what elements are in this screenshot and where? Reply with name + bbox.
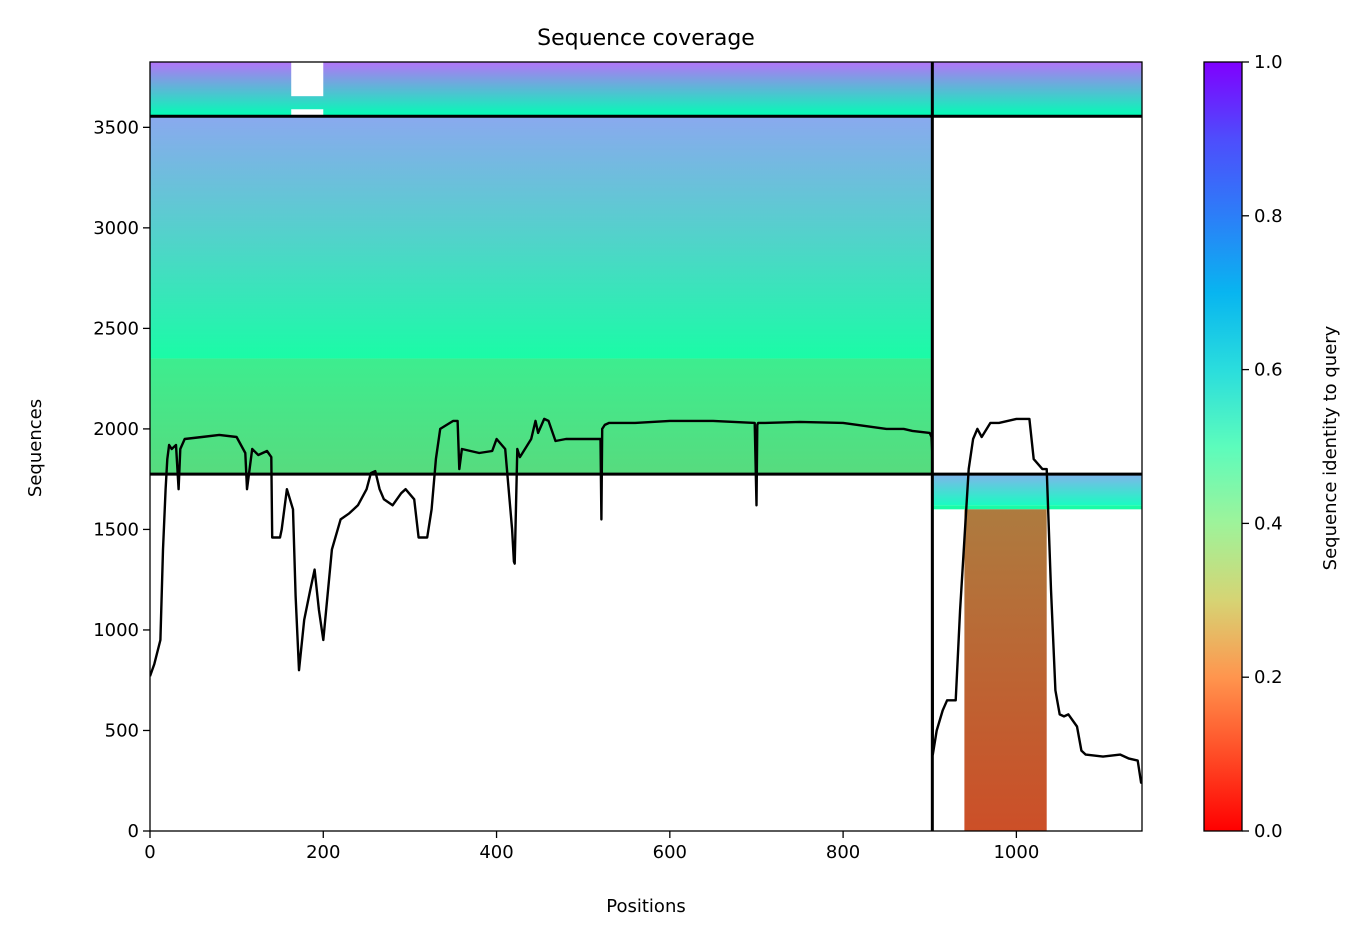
colorbar (1203, 61, 1243, 832)
x-axis-label: Positions (606, 896, 685, 917)
x-tick-label: 0 (144, 842, 155, 863)
heatmap-block (150, 358, 933, 475)
y-tick-label: 1000 (93, 620, 139, 641)
colorbar-label: Sequence identity to query (1320, 325, 1341, 570)
plot-frame (149, 61, 1143, 832)
y-tick-label: 2500 (93, 318, 139, 339)
y-tick-label: 2000 (93, 419, 139, 440)
heatmap-block (932, 62, 1142, 117)
y-axis-ticks: 0 500 1000 1500 2000 2500 3000 3500 (93, 117, 150, 842)
heatmap-block (964, 509, 1047, 831)
y-tick-label: 3000 (93, 218, 139, 239)
coverage-heatmap (150, 62, 1142, 831)
colorbar-tick-label: 0.4 (1254, 513, 1283, 534)
chart-title: Sequence coverage (537, 26, 755, 51)
y-tick-label: 0 (128, 821, 139, 842)
coverage-gap (291, 109, 324, 117)
heatmap-block (932, 474, 1142, 506)
x-tick-label: 1000 (993, 842, 1039, 863)
coverage-line (150, 417, 1142, 784)
colorbar-tick-label: 0.2 (1254, 667, 1283, 688)
y-tick-label: 500 (105, 720, 139, 741)
colorbar-ticks: 0.0 0.2 0.4 0.6 0.8 1.0 (1242, 52, 1283, 842)
heatmap-block (150, 62, 933, 117)
y-tick-label: 3500 (93, 117, 139, 138)
colorbar-tick-label: 1.0 (1254, 52, 1283, 73)
heatmap-block (150, 116, 933, 359)
x-tick-label: 400 (479, 842, 513, 863)
coverage-gap (291, 62, 324, 97)
x-tick-label: 200 (306, 842, 340, 863)
heatmap-block (932, 505, 1142, 510)
x-tick-label: 600 (653, 842, 687, 863)
colorbar-tick-label: 0.8 (1254, 206, 1283, 227)
y-axis-label: Sequences (25, 399, 46, 497)
colorbar-tick-label: 0.0 (1254, 821, 1283, 842)
x-axis-ticks: 0 200 400 600 800 1000 (144, 831, 1039, 863)
x-tick-label: 800 (826, 842, 860, 863)
coverage-line-layer (150, 417, 1142, 784)
colorbar-tick-label: 0.6 (1254, 360, 1283, 381)
y-tick-label: 1500 (93, 519, 139, 540)
